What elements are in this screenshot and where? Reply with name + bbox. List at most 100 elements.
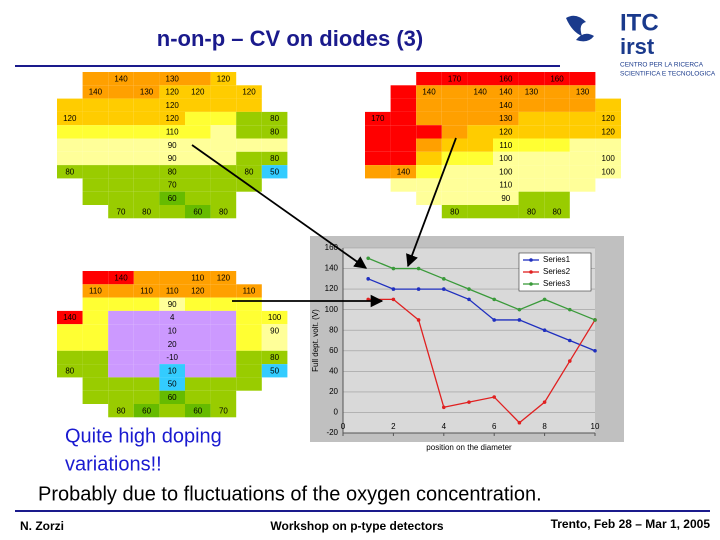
map-cell — [57, 111, 83, 126]
map-cell — [82, 85, 109, 99]
map-cell — [210, 284, 237, 298]
cell-value: 20 — [168, 340, 177, 349]
map-cell — [133, 125, 160, 139]
y-tick-label: 20 — [329, 387, 338, 396]
map-cell — [544, 111, 570, 126]
series-point — [542, 297, 547, 302]
map-cell — [210, 205, 237, 219]
map-cell — [467, 125, 493, 139]
cell-value: 90 — [270, 326, 279, 335]
map-cell — [467, 111, 493, 126]
series-point — [492, 297, 497, 302]
map-cell — [133, 205, 160, 219]
cell-value: -10 — [166, 353, 178, 362]
cell-value: 60 — [193, 207, 202, 216]
series-point — [467, 297, 471, 302]
map-cell — [133, 98, 160, 112]
cell-value: 100 — [499, 167, 513, 176]
series-point — [467, 287, 471, 291]
map-cell — [159, 151, 185, 166]
map-cell — [261, 337, 288, 351]
arrow — [406, 137, 457, 268]
map-cell — [390, 151, 417, 166]
map-cell — [159, 98, 185, 112]
map-cell — [493, 72, 519, 86]
map-cell — [133, 324, 160, 338]
map-cell — [185, 85, 211, 99]
map-cell — [108, 390, 134, 404]
map-cell — [236, 125, 262, 139]
map-cell — [82, 191, 109, 205]
map-cell — [82, 350, 109, 365]
series-point — [391, 287, 396, 291]
map-cell — [57, 151, 83, 166]
map-cell — [185, 165, 211, 179]
y-tick-label: 160 — [325, 243, 339, 252]
map-cell — [133, 165, 160, 179]
cell-value: 120 — [191, 287, 205, 296]
map-cell — [261, 324, 288, 338]
map-cell — [236, 85, 262, 99]
map-cell — [236, 310, 262, 325]
cell-value: 70 — [168, 181, 177, 190]
cell-value: 130 — [499, 114, 513, 123]
legend-marker — [529, 270, 533, 274]
map-cell — [82, 178, 109, 192]
map-cell — [441, 72, 468, 86]
map-cell — [210, 151, 237, 166]
cell-value: 160 — [550, 74, 564, 83]
map-cell — [159, 284, 185, 298]
map-cell — [82, 271, 109, 285]
map-cell — [261, 125, 288, 139]
slide-title: n-on-p – CV on diodes (3) — [157, 26, 423, 51]
series-point — [442, 405, 446, 410]
y-tick-label: 120 — [325, 284, 339, 293]
series-point — [517, 420, 522, 425]
map-cell — [108, 310, 134, 325]
cell-value: 4 — [170, 313, 175, 322]
map-cell — [108, 205, 134, 219]
map-cell — [467, 98, 493, 112]
series-point — [593, 348, 597, 353]
map-cell — [108, 165, 134, 179]
map-cell — [159, 350, 185, 365]
map-cell — [595, 125, 621, 139]
map-cell — [261, 165, 288, 179]
map-cell — [133, 178, 160, 192]
map-cell — [365, 125, 391, 139]
map-cell — [185, 377, 211, 391]
conclusion-text: Probably due to fluctuations of the oxyg… — [38, 483, 542, 505]
map-cell — [185, 178, 211, 192]
map-cell — [365, 151, 391, 166]
map-cell — [261, 350, 288, 365]
series-point — [366, 256, 371, 261]
map-cell — [467, 178, 493, 192]
map-cell — [518, 138, 545, 152]
map-cell — [185, 72, 211, 86]
map-cell — [185, 151, 211, 166]
cell-value: 110 — [166, 127, 179, 136]
series-line — [367, 257, 596, 321]
y-axis-label: Full dept. volt. (V) — [311, 309, 320, 372]
footer-author: N. Zorzi — [20, 519, 64, 533]
map-cell — [390, 111, 417, 126]
cell-value: 90 — [168, 154, 177, 163]
map-cell — [595, 151, 621, 166]
map-cell — [185, 350, 211, 365]
map-cell — [236, 297, 262, 311]
cell-value: 50 — [168, 380, 177, 389]
cell-value: 50 — [270, 366, 279, 375]
series-point — [568, 307, 572, 312]
map-cell — [493, 205, 519, 219]
map-cell — [518, 125, 545, 139]
map-cell — [544, 85, 570, 99]
map-cell — [82, 111, 109, 126]
map-cell — [159, 111, 185, 126]
map-cell — [185, 284, 211, 298]
map-cell — [441, 138, 468, 152]
map-cell — [185, 111, 211, 126]
map-cell — [544, 151, 570, 166]
map-cell — [185, 98, 211, 112]
cell-value: 120 — [242, 88, 256, 97]
